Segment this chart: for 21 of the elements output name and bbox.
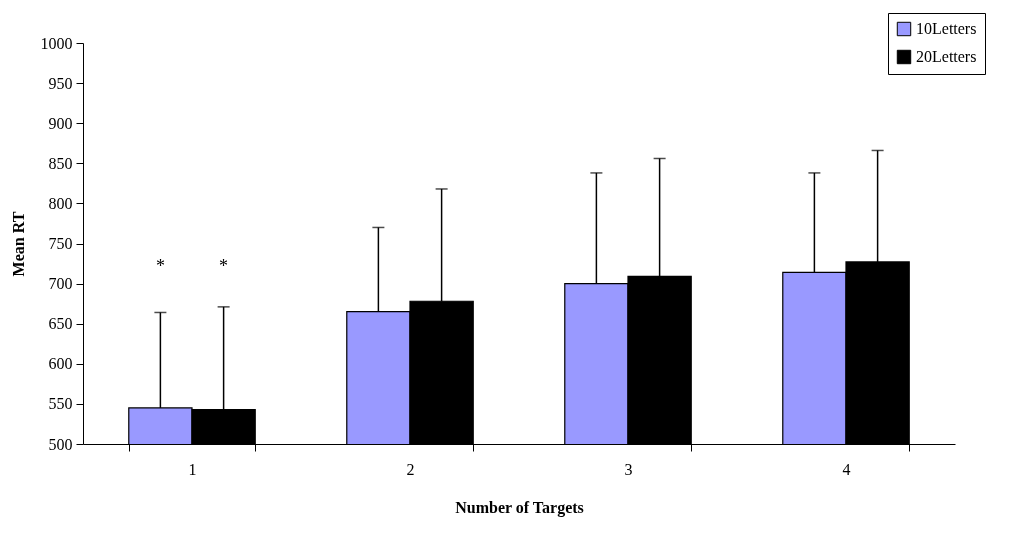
x-tick-label: 1 xyxy=(188,460,197,478)
y-tick-label: 950 xyxy=(48,74,73,92)
y-tick-label: 500 xyxy=(48,435,73,453)
y-axis-title: Mean RT xyxy=(9,211,27,277)
x-tick-label: 2 xyxy=(406,460,415,478)
y-tick-label: 900 xyxy=(48,114,73,132)
annotation: * xyxy=(155,256,165,276)
x-tick-label: 3 xyxy=(624,460,633,478)
x-tick-label: 4 xyxy=(842,460,851,478)
y-tick-label: 750 xyxy=(48,235,73,252)
y-tick-label: 700 xyxy=(48,275,73,293)
y-tick-label: 1000 xyxy=(40,34,73,52)
y-tick-label: 800 xyxy=(48,194,73,212)
legend-label: 20Letters xyxy=(916,48,977,65)
y-tick-label: 650 xyxy=(48,315,73,333)
y-tick-label: 550 xyxy=(48,395,73,413)
y-tick-label: 850 xyxy=(48,154,73,172)
annotation: * xyxy=(219,256,229,276)
legend-label: 10Letters xyxy=(916,20,977,37)
x-axis-title: Number of Targets xyxy=(455,498,584,517)
y-tick-label: 600 xyxy=(48,355,73,373)
